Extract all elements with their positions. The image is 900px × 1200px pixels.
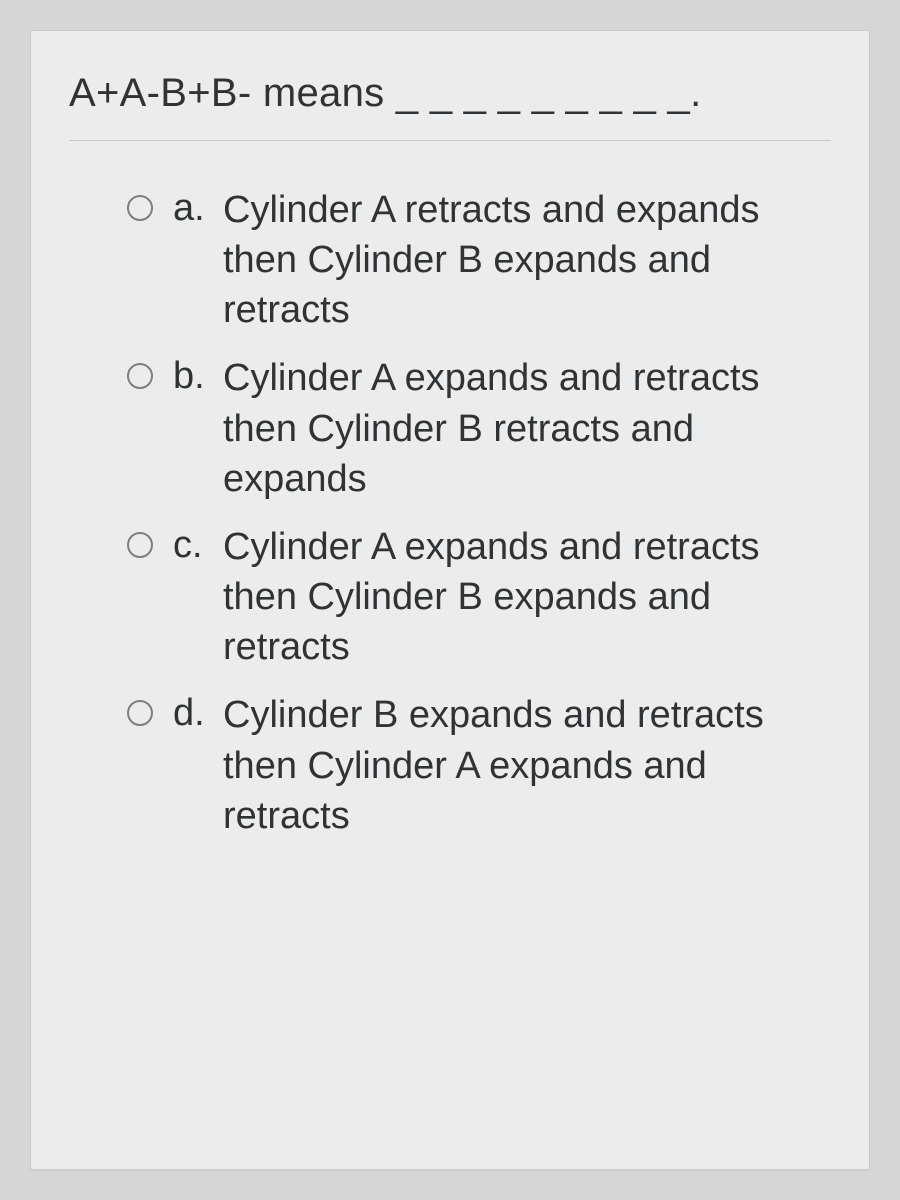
option-d[interactable]: d. Cylinder B expands and retracts then …	[127, 690, 831, 840]
option-letter: c.	[173, 524, 223, 567]
option-a[interactable]: a. Cylinder A retracts and expands then …	[127, 185, 831, 335]
question-stem: A+A-B+B- means _ _ _ _ _ _ _ _ _.	[69, 71, 831, 141]
question-card: A+A-B+B- means _ _ _ _ _ _ _ _ _. a. Cyl…	[30, 30, 870, 1170]
option-text: Cylinder A expands and retracts then Cyl…	[223, 522, 831, 672]
option-letter: d.	[173, 692, 223, 735]
radio-icon[interactable]	[127, 700, 153, 726]
option-text: Cylinder B expands and retracts then Cyl…	[223, 690, 831, 840]
option-text: Cylinder A retracts and expands then Cyl…	[223, 185, 831, 335]
stem-blank: _ _ _ _ _ _ _ _ _.	[396, 71, 702, 115]
option-c[interactable]: c. Cylinder A expands and retracts then …	[127, 522, 831, 672]
radio-icon[interactable]	[127, 532, 153, 558]
option-b[interactable]: b. Cylinder A expands and retracts then …	[127, 353, 831, 503]
option-letter: b.	[173, 355, 223, 398]
options-list: a. Cylinder A retracts and expands then …	[69, 185, 831, 841]
radio-icon[interactable]	[127, 195, 153, 221]
stem-text: A+A-B+B- means	[69, 71, 396, 115]
option-text: Cylinder A expands and retracts then Cyl…	[223, 353, 831, 503]
option-letter: a.	[173, 187, 223, 230]
radio-icon[interactable]	[127, 363, 153, 389]
